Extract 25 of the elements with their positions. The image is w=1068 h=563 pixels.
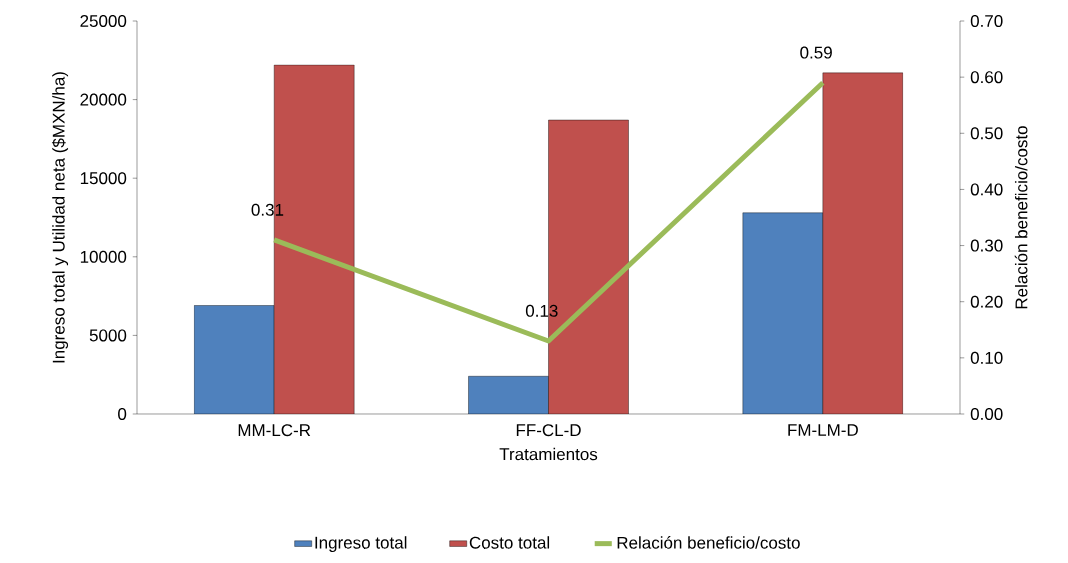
y2-tick-label: 0.60: [970, 71, 1003, 84]
y-axis-title: Ingreso total y Utilidad neta ($MXN/ha): [51, 72, 69, 363]
x-tick-label: FM-LM-D: [788, 424, 858, 436]
x-axis-title: Tratamientos: [499, 447, 598, 461]
legend-label: Relación beneficio/costo: [617, 536, 800, 549]
y2-axis-title: Relación beneficio/costo: [1014, 126, 1028, 309]
data-label: 0.59: [800, 46, 832, 59]
y2-tick-label: 0.10: [970, 351, 1003, 364]
y-tick-label: 0: [118, 407, 127, 421]
y2-tick-label: 0.00: [970, 407, 1003, 421]
y2-tick-label: 0.20: [970, 295, 1003, 308]
y-tick-label: 5000: [89, 329, 127, 342]
y2-tick-label: 0.70: [970, 14, 1003, 28]
y2-tick-label: 0.40: [970, 183, 1003, 196]
y-tick-label: 10000: [80, 250, 127, 263]
y-tick-label: 15000: [80, 172, 127, 185]
x-tick-label: MM-LC-R: [238, 424, 311, 437]
y-tick-label: 25000: [80, 14, 127, 28]
x-tick-label: FF-CL-D: [516, 424, 581, 437]
y2-tick-label: 0.50: [970, 127, 1003, 140]
bar: [822, 72, 904, 414]
y-tick-label: 20000: [80, 93, 127, 106]
y2-tick-label: 0.30: [970, 239, 1003, 252]
legend-label: Ingreso total: [315, 536, 407, 553]
legend-label: Costo total: [469, 536, 550, 549]
